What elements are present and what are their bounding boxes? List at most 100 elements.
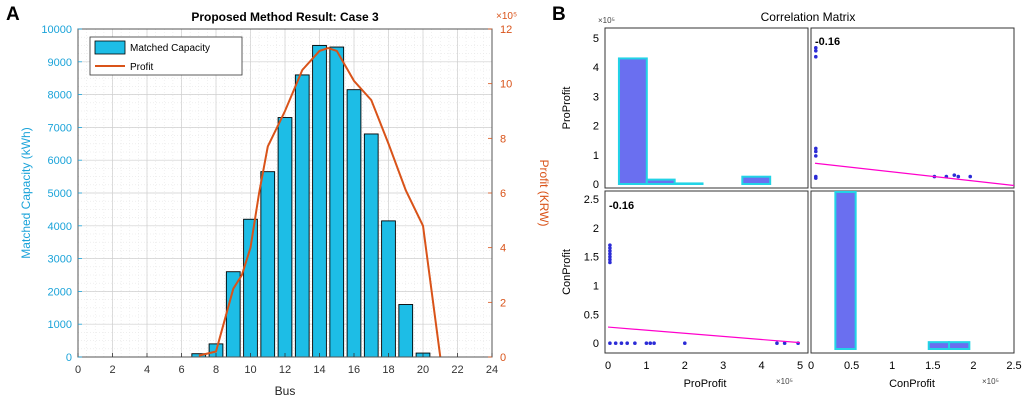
scatter-bl-point-12 (644, 341, 649, 346)
plot-a-axes: 0 2 4 6 8 10 12 14 16 18 20 22 240100020003000400050… (41, 24, 512, 376)
scatter-bl-point-7 (608, 341, 612, 346)
scatter-tr-point-3 (813, 146, 818, 151)
scatter-bl-point-5 (608, 246, 612, 250)
bottom-left-x-exponent: ×10⁵ (776, 377, 793, 386)
corr-r-bottom-left: -0.16 (609, 200, 634, 212)
legend-label-profit: Profit (130, 62, 154, 73)
profit-line (198, 47, 442, 358)
bar-bus-18 (381, 220, 396, 358)
cell-pro-con-frame (810, 27, 1015, 189)
bl-x-tick-label: 3 (720, 360, 726, 372)
pro-hist-y-tick-label: 1 (593, 150, 599, 162)
bar-bus-13 (294, 74, 310, 358)
row-label-conprofit: ConProfit (561, 249, 573, 295)
chart-b-title: Correlation Matrix (761, 10, 856, 24)
scatter-bl-point-8 (613, 341, 618, 346)
scatter-bl-point-9 (619, 341, 624, 346)
y2-tick-label: 0 (500, 352, 506, 364)
x-tick-label: 6 (178, 364, 184, 376)
pro-hist-bin-0 (617, 57, 648, 185)
scatter-bl-point-11 (633, 341, 637, 346)
x-tick-label: 4 (144, 364, 150, 376)
y2-tick-label: 6 (500, 188, 506, 200)
bl-y-tick-label: 0 (593, 338, 599, 350)
pro-hist-y-tick-label: 0 (593, 179, 599, 191)
x-tick-label: 10 (244, 364, 256, 376)
scatter-tr-point-1 (813, 49, 818, 53)
scatter-bl-point-14 (652, 341, 656, 346)
x-tick-label: 20 (417, 364, 429, 376)
pro-hist-y-tick-label: 3 (593, 91, 599, 103)
chart-a-title: Proposed Method Result: Case 3 (191, 10, 379, 24)
pro-hist-y-tick-label: 2 (593, 121, 599, 133)
br-x-tick-label: 2 (970, 360, 976, 372)
con-hist-bin-1 (927, 341, 951, 350)
bar-bus-9 (225, 271, 241, 358)
x-tick-label: 2 (109, 364, 115, 376)
bar-bus-19 (398, 304, 414, 358)
y-tick-label: 9000 (48, 57, 72, 69)
con-hist-bin-0 (834, 191, 857, 350)
y-tick-label: 7000 (48, 122, 72, 134)
bl-x-tick-label: 0 (605, 360, 611, 372)
scatter-tr-point-0 (813, 54, 818, 59)
x-tick-label: 18 (382, 364, 394, 376)
y-tick-label: 10000 (41, 24, 72, 36)
col-label-conprofit: ConProfit (889, 378, 935, 390)
scatter-tr-point-10 (956, 174, 961, 179)
pro-hist-bin-1 (645, 178, 676, 185)
y2-tick-label: 8 (500, 133, 506, 145)
bl-y-tick-label: 2.5 (584, 194, 599, 206)
x-tick-label: 0 (75, 364, 81, 376)
scatter-bl-point-4 (608, 249, 612, 253)
bar-bus-16 (346, 89, 362, 358)
scatter-tr-point-12 (952, 173, 957, 177)
y-tick-label: 5000 (48, 188, 72, 200)
y-tick-label: 0 (66, 352, 72, 364)
y-tick-label: 6000 (48, 155, 72, 167)
bar-bus-10 (243, 218, 258, 358)
legend-label-matched-capacity: Matched Capacity (130, 43, 210, 54)
y2-tick-label: 12 (500, 24, 512, 36)
bl-x-tick-label: 2 (682, 360, 688, 372)
top-left-y-exponent: ×10⁵ (598, 16, 615, 25)
x-tick-label: 8 (213, 364, 219, 376)
scatter-tr-point-7 (813, 176, 818, 180)
scatter-tr-point-5 (813, 154, 818, 158)
scatter-bl-point-3 (608, 252, 612, 256)
br-x-tick-label: 2.5 (1006, 360, 1021, 372)
y2-tick-label: 4 (500, 243, 506, 255)
row-label-proprofit: ProProfit (561, 87, 573, 130)
bar-bus-14 (312, 44, 327, 358)
bottom-right-x-exponent: ×10⁵ (982, 377, 999, 386)
y-tick-label: 2000 (48, 286, 72, 298)
y2-tick-label: 2 (500, 297, 506, 309)
bl-x-tick-label: 1 (643, 360, 649, 372)
fit-line-top-right (814, 162, 1015, 187)
bl-y-tick-label: 1 (593, 281, 599, 293)
chart-a-y2label: Profit (KRW) (537, 159, 551, 226)
scatter-bl-point-2 (608, 254, 612, 259)
con-hist-bin-2 (948, 341, 971, 350)
scatter-bl-point-16 (775, 341, 779, 346)
scatter-bl-point-17 (782, 341, 787, 346)
bar-bus-15 (329, 46, 345, 358)
br-x-tick-label: 0.5 (844, 360, 859, 372)
bar-bus-17 (363, 133, 379, 358)
y-tick-label: 3000 (48, 254, 72, 266)
bl-y-tick-label: 1.5 (584, 252, 599, 264)
pro-hist-bin-2 (673, 182, 704, 186)
chart-a-xlabel: Bus (275, 384, 296, 398)
legend-swatch-matched-capacity (94, 40, 126, 55)
scatter-bl-point-10 (625, 341, 629, 346)
scatter-bl-point-1 (608, 257, 612, 262)
bar-bus-11 (260, 171, 276, 358)
br-x-tick-label: 0 (808, 360, 814, 372)
x-tick-label: 16 (348, 364, 360, 376)
scatter-bl-point-13 (648, 341, 653, 346)
y-tick-label: 4000 (48, 221, 72, 233)
scatter-bl-point-6 (608, 243, 612, 247)
bl-y-tick-label: 2 (593, 223, 599, 235)
y-tick-label: 1000 (48, 319, 72, 331)
